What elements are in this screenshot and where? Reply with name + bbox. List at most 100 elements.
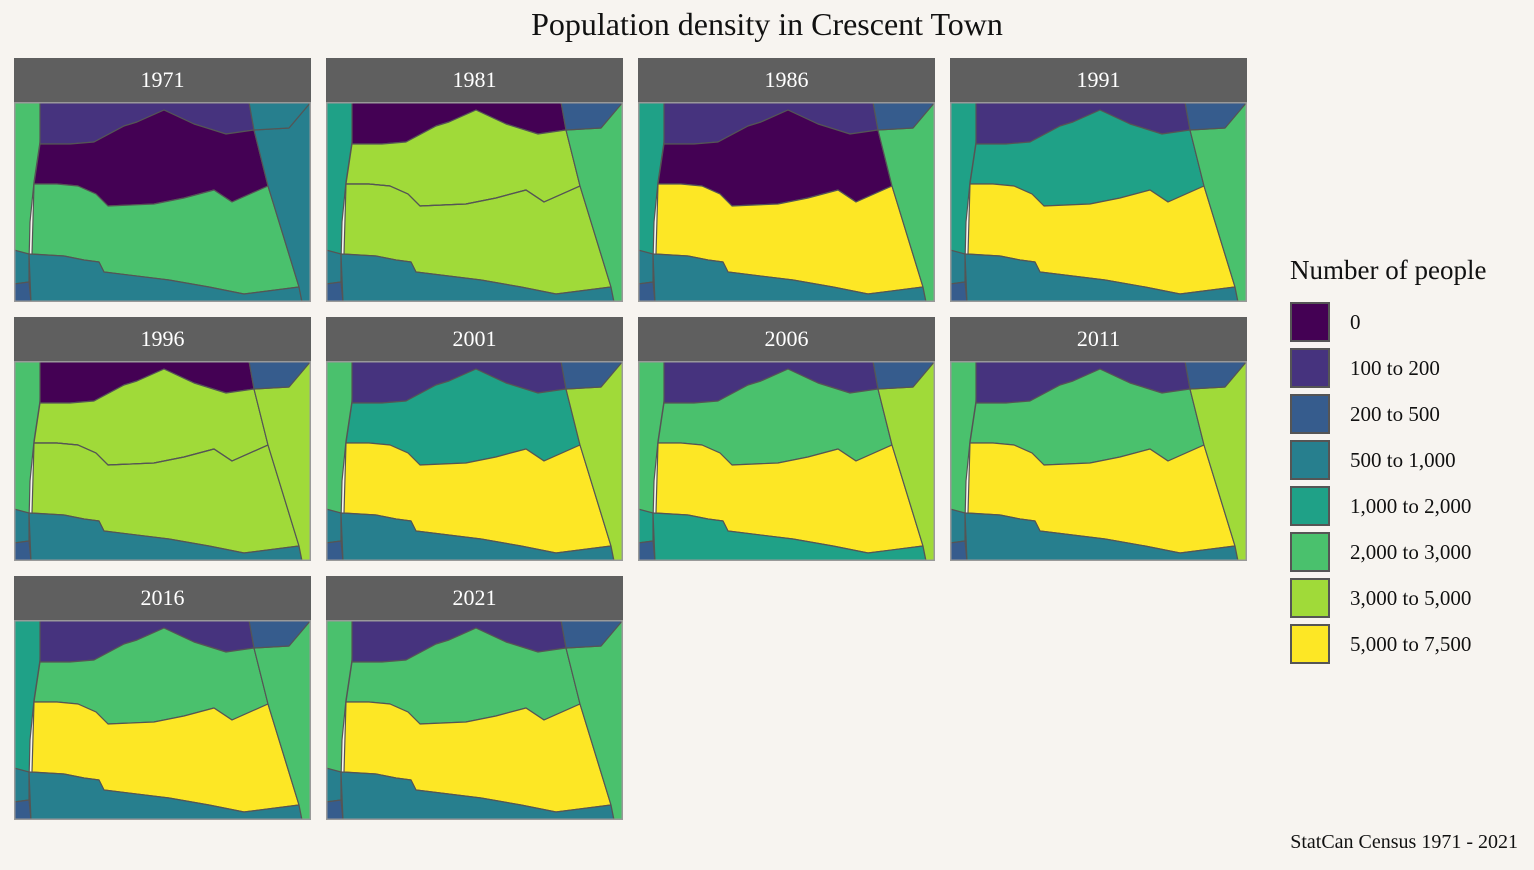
- legend-item: 2,000 to 3,000: [1290, 529, 1486, 575]
- legend-swatch: [1290, 348, 1330, 388]
- panel-year-label: 2001: [326, 317, 623, 361]
- legend-label: 500 to 1,000: [1350, 447, 1456, 472]
- map-panel: 2001: [326, 317, 623, 561]
- region-bottom-corner: [326, 799, 344, 820]
- map-panels: 1971 1981 1986 1991 1996 2001 2006 2011 2016 2021: [14, 58, 1247, 820]
- panel-year-label: 1991: [950, 58, 1247, 102]
- legend-label: 2,000 to 3,000: [1350, 539, 1472, 564]
- panel-year-label: 2011: [950, 317, 1247, 361]
- region-bottom-corner: [638, 540, 656, 561]
- panel-border: [638, 102, 935, 302]
- region-bottom-corner: [638, 281, 656, 302]
- region-bottom: [964, 253, 1239, 302]
- legend-swatch: [1290, 578, 1330, 618]
- panel-border: [326, 620, 623, 820]
- map-panel: 2021: [326, 576, 623, 820]
- map-area: [638, 361, 935, 561]
- legend-items: 0 100 to 200 200 to 500 500 to 1,000 1,000 t…: [1290, 299, 1486, 667]
- panel-border: [638, 361, 935, 561]
- map-panel: 2006: [638, 317, 935, 561]
- legend-label: 5,000 to 7,500: [1350, 631, 1472, 656]
- legend-swatch: [1290, 302, 1330, 342]
- legend-label: 0: [1350, 309, 1361, 334]
- map-area: [326, 361, 623, 561]
- panel-border: [14, 620, 311, 820]
- region-corner-ne: [248, 620, 311, 649]
- map-panel: 1981: [326, 58, 623, 302]
- legend-item: 5,000 to 7,500: [1290, 621, 1486, 667]
- map-area: [326, 620, 623, 820]
- region-bottom: [28, 253, 303, 302]
- panel-year-label: 2006: [638, 317, 935, 361]
- legend-item: 100 to 200: [1290, 345, 1486, 391]
- region-corner-ne: [872, 102, 935, 131]
- region-corner-ne: [560, 620, 623, 649]
- region-bottom: [652, 512, 927, 561]
- panel-border: [326, 102, 623, 302]
- panel-year-label: 1986: [638, 58, 935, 102]
- region-corner-ne: [248, 361, 311, 390]
- panel-year-label: 1971: [14, 58, 311, 102]
- region-bottom-left: [326, 767, 342, 803]
- legend-swatch: [1290, 486, 1330, 526]
- panel-border: [950, 102, 1247, 302]
- legend-swatch: [1290, 532, 1330, 572]
- map-panel: 1991: [950, 58, 1247, 302]
- region-bottom-left: [326, 508, 342, 544]
- region-bottom: [28, 512, 303, 561]
- legend-item: 0: [1290, 299, 1486, 345]
- legend-item: 1,000 to 2,000: [1290, 483, 1486, 529]
- region-bottom-corner: [326, 540, 344, 561]
- region-bottom-corner: [950, 540, 968, 561]
- legend-label: 1,000 to 2,000: [1350, 493, 1472, 518]
- region-bottom-corner: [14, 540, 32, 561]
- map-area: [14, 620, 311, 820]
- region-boundary: [346, 183, 581, 207]
- region-bottom-corner: [326, 281, 344, 302]
- panel-year-label: 1981: [326, 58, 623, 102]
- region-bottom-left: [638, 249, 654, 285]
- map-area: [14, 102, 311, 302]
- region-bottom-left: [950, 508, 966, 544]
- region-bottom: [652, 253, 927, 302]
- map-area: [326, 102, 623, 302]
- panel-year-label: 1996: [14, 317, 311, 361]
- map-area: [14, 361, 311, 561]
- region-corner-ne: [560, 102, 623, 131]
- region-bottom-left: [14, 767, 30, 803]
- legend: Number of people 0 100 to 200 200 to 500 50…: [1290, 255, 1486, 667]
- region-boundary: [34, 442, 269, 466]
- map-area: [638, 102, 935, 302]
- region-corner-ne: [1184, 361, 1247, 390]
- map-area: [950, 361, 1247, 561]
- panel-border: [14, 102, 311, 302]
- region-corner-ne: [872, 361, 935, 390]
- map-panel: 1971: [14, 58, 311, 302]
- region-corner-ne: [560, 361, 623, 390]
- panel-border: [14, 361, 311, 561]
- legend-label: 3,000 to 5,000: [1350, 585, 1472, 610]
- region-bottom-left: [950, 249, 966, 285]
- map-panel: 2011: [950, 317, 1247, 561]
- region-bottom: [340, 512, 615, 561]
- region-bottom-left: [638, 508, 654, 544]
- legend-title: Number of people: [1290, 255, 1487, 285]
- legend-item: 500 to 1,000: [1290, 437, 1486, 483]
- region-bottom: [340, 771, 615, 820]
- region-bottom: [28, 771, 303, 820]
- region-bottom: [964, 512, 1239, 561]
- legend-swatch: [1290, 624, 1330, 664]
- chart-title: Population density in Crescent Town: [531, 6, 1003, 42]
- region-bottom-corner: [14, 799, 32, 820]
- map-panel: 2016: [14, 576, 311, 820]
- region-corner-ne: [1184, 102, 1247, 131]
- map-panel: 1996: [14, 317, 311, 561]
- legend-label: 100 to 200: [1350, 355, 1440, 380]
- region-bottom-left: [14, 508, 30, 544]
- region-bottom-left: [326, 249, 342, 285]
- legend-swatch: [1290, 394, 1330, 434]
- panel-year-label: 2016: [14, 576, 311, 620]
- panel-border: [950, 361, 1247, 561]
- region-bottom-left: [14, 249, 30, 285]
- source-caption: StatCan Census 1971 - 2021: [1290, 831, 1518, 853]
